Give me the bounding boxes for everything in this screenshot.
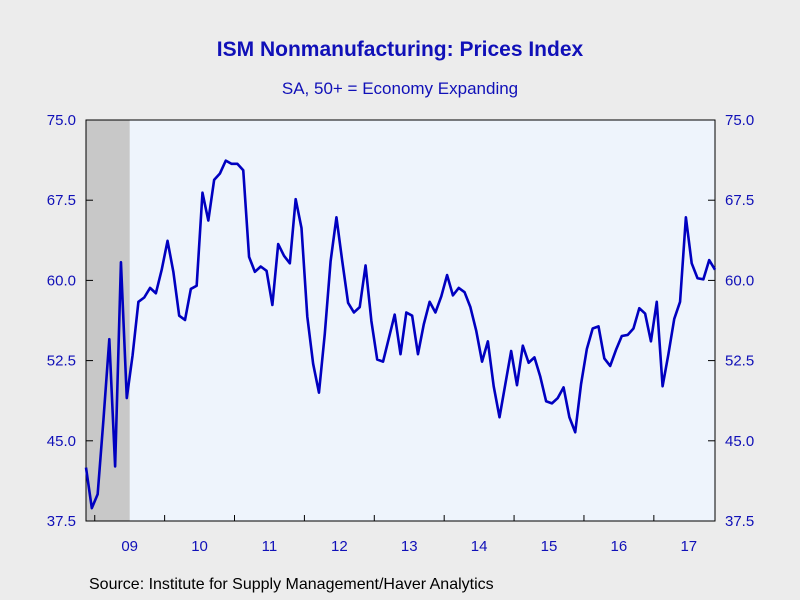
x-tick-label: 14 bbox=[471, 538, 488, 555]
source-note: Source: Institute for Supply Management/… bbox=[89, 576, 494, 593]
x-tick-label: 11 bbox=[262, 538, 278, 555]
plot-area bbox=[86, 120, 715, 521]
plot-frame bbox=[85, 119, 716, 522]
y-tick-label-left: 45.0 bbox=[47, 433, 76, 450]
y-tick-label-right: 37.5 bbox=[725, 513, 754, 530]
x-tick-label: 10 bbox=[191, 538, 208, 555]
x-tick-label: 12 bbox=[331, 538, 348, 555]
y-tick-label-right: 52.5 bbox=[725, 353, 754, 370]
y-tick-label-left: 60.0 bbox=[47, 272, 76, 289]
y-tick-label-left: 75.0 bbox=[47, 112, 76, 129]
x-tick-label: 09 bbox=[121, 538, 138, 555]
y-tick-label-right: 75.0 bbox=[725, 112, 754, 129]
y-tick-label-right: 45.0 bbox=[725, 433, 754, 450]
x-tick-label: 15 bbox=[541, 538, 558, 555]
x-tick-label: 16 bbox=[611, 538, 628, 555]
chart-title: ISM Nonmanufacturing: Prices Index bbox=[216, 38, 584, 61]
y-tick-label-left: 52.5 bbox=[47, 353, 76, 370]
y-tick-label-right: 67.5 bbox=[725, 192, 754, 209]
y-tick-label-right: 60.0 bbox=[725, 272, 754, 289]
y-tick-label-left: 67.5 bbox=[47, 192, 76, 209]
chart-subtitle: SA, 50+ = Economy Expanding bbox=[281, 79, 519, 98]
x-tick-label: 17 bbox=[680, 538, 697, 555]
x-tick-label: 13 bbox=[401, 538, 418, 555]
y-tick-label-left: 37.5 bbox=[47, 513, 76, 530]
